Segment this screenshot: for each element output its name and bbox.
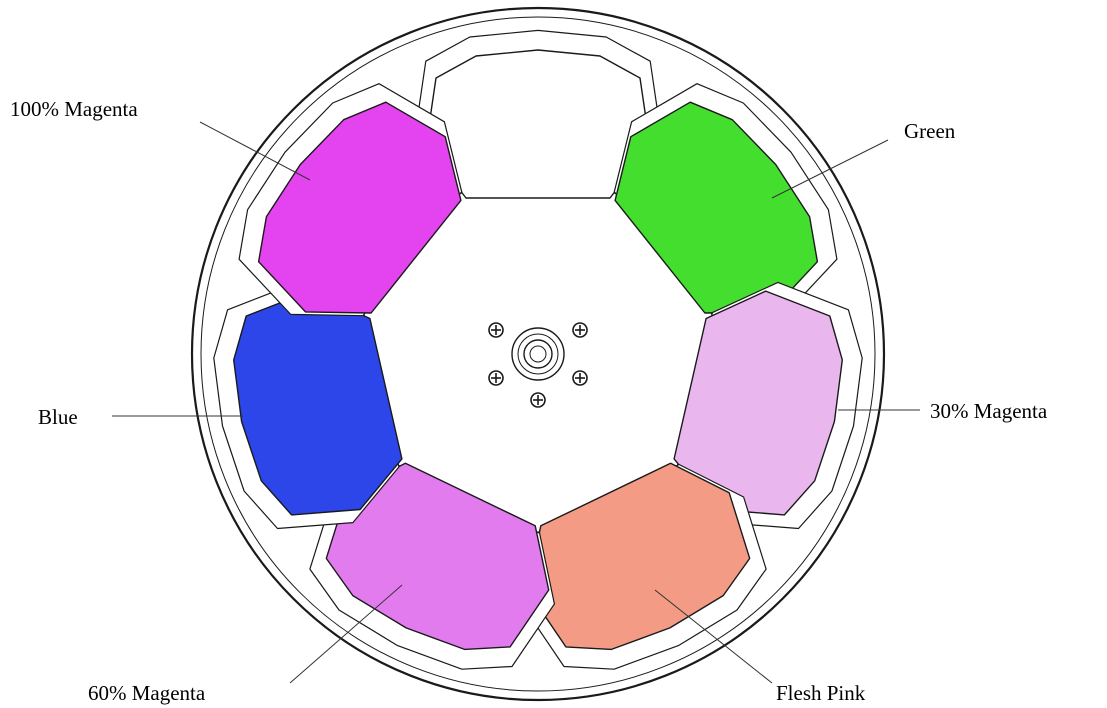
label-magenta-100: 100% Magenta [10, 97, 138, 121]
filter-open [425, 49, 651, 199]
label-blue: Blue [38, 405, 78, 429]
leader-green [771, 139, 889, 199]
screw-icon [572, 370, 588, 386]
label-flesh-pink: Flesh Pink [776, 681, 866, 705]
leader-magenta-100 [199, 121, 311, 181]
screw-icon [572, 322, 588, 338]
filter-blue [233, 290, 403, 516]
filter-flesh-pink [526, 462, 751, 651]
hub-screws [488, 322, 588, 408]
leader-flesh-pink [654, 589, 773, 684]
label-magenta-30: 30% Magenta [930, 399, 1048, 423]
screw-icon [488, 322, 504, 338]
hub-center [529, 345, 547, 363]
leader-lines [112, 121, 920, 684]
filter-green [614, 101, 819, 314]
label-magenta-60: 60% Magenta [88, 681, 206, 705]
screw-icon [530, 392, 546, 408]
hub [511, 327, 565, 381]
filter-30-magenta [673, 290, 843, 516]
leader-magenta-60 [289, 584, 403, 684]
filter-100-magenta [257, 101, 462, 314]
label-green: Green [904, 119, 956, 143]
wheel-inner-rim [200, 16, 876, 692]
screw-icon [488, 370, 504, 386]
